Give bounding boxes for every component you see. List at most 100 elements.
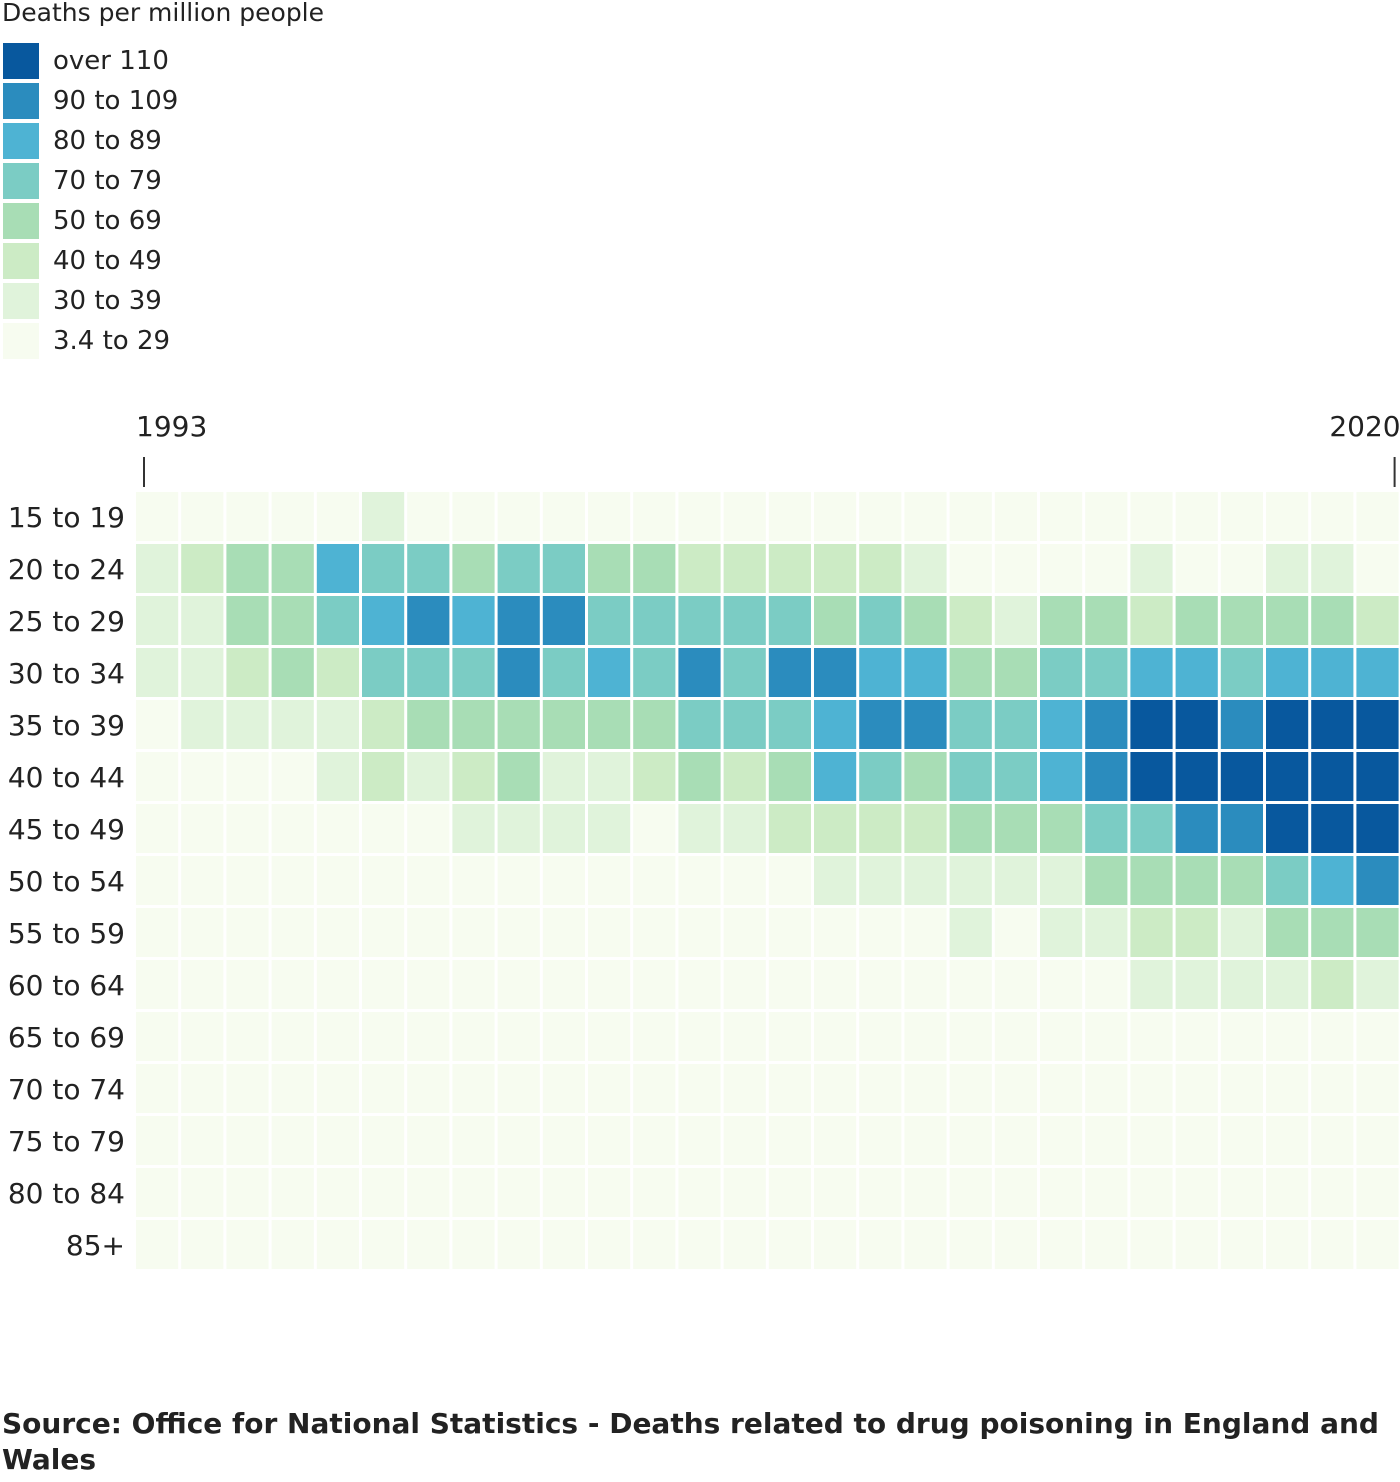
heatmap-cell [1130, 960, 1173, 1009]
heatmap-cell [949, 1064, 992, 1113]
heatmap-cell [1175, 856, 1218, 905]
heatmap-cell [678, 960, 721, 1009]
legend-label: 90 to 109 [53, 86, 179, 116]
y-axis: 15 to 19 20 to 24 25 to 29 30 to 34 35 to 39… [8, 501, 125, 1262]
heatmap-cell [859, 1220, 902, 1269]
heatmap-cell [407, 960, 450, 1009]
heatmap-cell [949, 960, 992, 1009]
heatmap-cell [1040, 544, 1083, 593]
heatmap-cell [226, 1220, 269, 1269]
heatmap-cell [994, 1116, 1037, 1165]
heatmap-cell [588, 752, 631, 801]
heatmap-cell [136, 596, 179, 645]
heatmap-cell [633, 544, 676, 593]
heatmap-cell [1266, 1012, 1309, 1061]
heatmap-cell [497, 752, 540, 801]
heatmap-cell [1311, 700, 1354, 749]
heatmap-cell [1175, 648, 1218, 697]
heatmap-cell [768, 856, 811, 905]
y-tick-label: 25 to 29 [8, 605, 125, 638]
heatmap-cell [1130, 1064, 1173, 1113]
heatmap-cell [814, 960, 857, 1009]
heatmap-cell [678, 544, 721, 593]
heatmap-cell [994, 908, 1037, 957]
heatmap-cell [859, 752, 902, 801]
legend-swatch [3, 203, 39, 239]
heatmap-cell [1040, 596, 1083, 645]
heatmap-cell [904, 1168, 947, 1217]
heatmap-cell [542, 908, 585, 957]
heatmap-cell [768, 960, 811, 1009]
heatmap-cell [497, 544, 540, 593]
heatmap-cell [1175, 752, 1218, 801]
legend-label: 80 to 89 [53, 126, 162, 156]
heatmap-cell [814, 908, 857, 957]
heatmap-cell [1266, 596, 1309, 645]
heatmap-cell [136, 1168, 179, 1217]
heatmap-cell [1266, 648, 1309, 697]
heatmap-cell [136, 1220, 179, 1269]
heatmap-cell [452, 1012, 495, 1061]
heatmap-cell [362, 856, 405, 905]
heatmap-cell [136, 492, 179, 541]
heatmap-cell [633, 596, 676, 645]
heatmap-cell [1130, 648, 1173, 697]
heatmap-cell [1040, 960, 1083, 1009]
heatmap-cell [814, 648, 857, 697]
heatmap-cell [1220, 856, 1263, 905]
heatmap-cell [362, 700, 405, 749]
heatmap-cell [542, 752, 585, 801]
heatmap-cell [1175, 1116, 1218, 1165]
heatmap-cell [1130, 1220, 1173, 1269]
heatmap-cell [859, 960, 902, 1009]
heatmap-cell [497, 492, 540, 541]
heatmap-cell [1311, 960, 1354, 1009]
heatmap-cell [1266, 700, 1309, 749]
legend-swatch [3, 283, 39, 319]
heatmap-cell [497, 856, 540, 905]
heatmap-cell [1266, 1116, 1309, 1165]
heatmap-cell [994, 544, 1037, 593]
heatmap-cell [1040, 1116, 1083, 1165]
heatmap-cell [1356, 804, 1399, 853]
heatmap-cell [768, 700, 811, 749]
heatmap-cell [904, 752, 947, 801]
heatmap-cell [136, 1012, 179, 1061]
heatmap-cell [226, 752, 269, 801]
heatmap-cell [542, 1064, 585, 1113]
heatmap-cell [452, 596, 495, 645]
heatmap-cell [316, 1116, 359, 1165]
heatmap-cell [768, 1064, 811, 1113]
heatmap-cell [271, 648, 314, 697]
legend-label: 30 to 39 [53, 286, 162, 316]
heatmap-cell [1130, 1168, 1173, 1217]
heatmap-cell [678, 596, 721, 645]
heatmap-cell [226, 700, 269, 749]
heatmap-cell [1311, 804, 1354, 853]
heatmap-cell [1130, 908, 1173, 957]
heatmap-cell [994, 804, 1037, 853]
heatmap-cell [452, 1220, 495, 1269]
heatmap-cell [1356, 960, 1399, 1009]
heatmap-cell [723, 648, 766, 697]
heatmap-cell [768, 596, 811, 645]
heatmap-cell [768, 804, 811, 853]
heatmap-cell [362, 908, 405, 957]
heatmap-cell [1266, 1064, 1309, 1113]
heatmap-cell [1175, 1168, 1218, 1217]
heatmap-cell [497, 1116, 540, 1165]
heatmap-cell [633, 648, 676, 697]
heatmap-cell [136, 856, 179, 905]
x-tick-label: 1993 [136, 410, 207, 443]
heatmap-cell [407, 1012, 450, 1061]
heatmap-cell [814, 700, 857, 749]
heatmap-cell [1085, 1168, 1128, 1217]
heatmap-cell [904, 596, 947, 645]
heatmap-cell [904, 1064, 947, 1113]
heatmap-cell [768, 752, 811, 801]
heatmap-cell [994, 1220, 1037, 1269]
heatmap-cell [1175, 596, 1218, 645]
heatmap-cell [814, 752, 857, 801]
heatmap-cell [407, 1116, 450, 1165]
heatmap-cell [1311, 1012, 1354, 1061]
